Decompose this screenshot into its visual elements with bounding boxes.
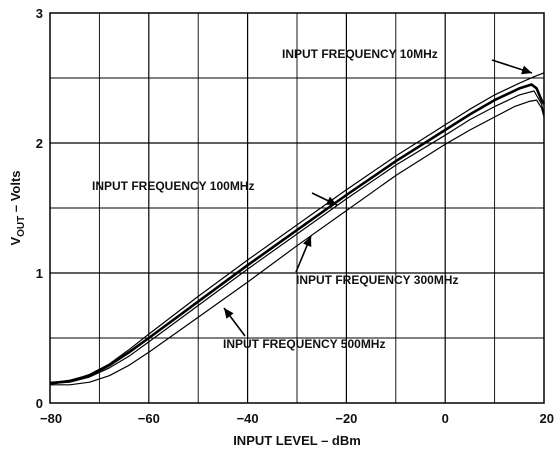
y-tick-label: 3 <box>36 6 43 21</box>
annotation-label: INPUT FREQUENCY 500MHz <box>223 337 385 351</box>
x-tick-labels: −80 −60 −40 −20 0 20 <box>40 411 554 426</box>
y-axis-title: VOUT – Volts <box>8 170 27 245</box>
annotation-label: INPUT FREQUENCY 10MHz <box>282 47 438 61</box>
y-tick-label: 1 <box>36 266 43 281</box>
x-tick-label: −80 <box>40 411 62 426</box>
y-axis-title-sub: OUT <box>16 216 27 237</box>
annotation-arrow-head <box>303 236 312 247</box>
annotation-arrow-head <box>224 308 234 319</box>
y-tick-label: 2 <box>36 136 43 151</box>
x-tick-label: −40 <box>237 411 259 426</box>
series-line <box>49 83 546 385</box>
series-line <box>49 90 545 385</box>
y-tick-labels: 0 1 2 3 <box>36 6 43 411</box>
y-tick-label: 0 <box>36 396 43 411</box>
grid <box>50 13 544 403</box>
x-tick-label: 0 <box>442 411 449 426</box>
series-lines <box>49 72 546 386</box>
plot-frame <box>49 12 545 404</box>
y-axis-title-main: V <box>8 237 23 246</box>
annotations: INPUT FREQUENCY 10MHz INPUT FREQUENCY 100… <box>92 47 533 351</box>
annotation-label: INPUT FREQUENCY 100MHz <box>92 179 254 193</box>
series-line <box>50 99 545 386</box>
annotation-arrow-head <box>521 65 532 75</box>
x-axis-title: INPUT LEVEL – dBm <box>233 433 361 448</box>
x-tick-label: 20 <box>540 411 554 426</box>
x-tick-label: −20 <box>335 411 357 426</box>
annotation-label: INPUT FREQUENCY 300MHz <box>296 273 458 287</box>
annotation-arrow-head <box>326 196 337 205</box>
x-tick-label: −60 <box>138 411 160 426</box>
y-axis-title-rest: – Volts <box>8 170 23 215</box>
